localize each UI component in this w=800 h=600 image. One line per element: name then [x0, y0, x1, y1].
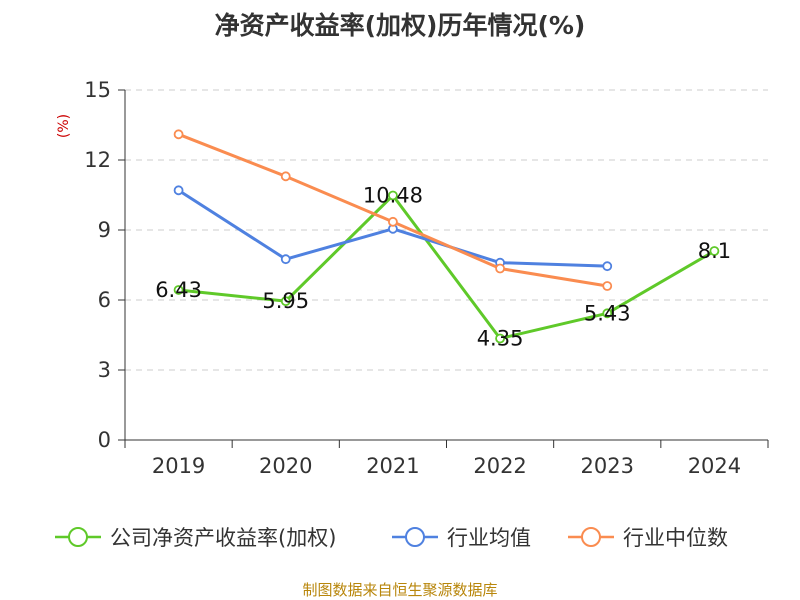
- data-point: [602, 261, 613, 272]
- y-tick-label: 15: [84, 78, 111, 102]
- data-label: 5.43: [584, 301, 631, 325]
- x-tick-label: 2019: [152, 454, 205, 478]
- data-label: 6.43: [155, 278, 202, 302]
- y-tick-label: 3: [98, 358, 111, 382]
- grid-lines: [125, 89, 768, 371]
- data-point: [495, 263, 505, 274]
- data-point: [388, 190, 398, 201]
- data-point: [173, 129, 184, 140]
- data-point: [173, 185, 184, 196]
- y-tick-label: 0: [98, 428, 111, 452]
- legend: 公司净资产收益率(加权) 行业均值 行业中位数: [55, 526, 728, 550]
- y-tick-label: 12: [84, 148, 111, 172]
- x-tick-label: 2021: [366, 454, 419, 478]
- y-tick-label: 6: [98, 288, 111, 312]
- data-point: [388, 216, 398, 227]
- source-note: 制图数据来自恒生聚源数据库: [302, 581, 497, 599]
- legend-label: 行业中位数: [623, 526, 728, 550]
- legend-marker: [581, 527, 601, 547]
- legend-item-2: 行业中位数: [568, 526, 728, 550]
- series-lines: [173, 129, 720, 344]
- chart-title: 净资产收益率(加权)历年情况(%): [215, 11, 586, 40]
- data-point: [602, 281, 613, 291]
- axes: 0 3 6 9 12 15 2019 2020 2021 2022 2023 2024: [84, 78, 769, 478]
- data-label: 5.95: [262, 289, 309, 313]
- series-0: [173, 190, 720, 344]
- x-tick-label: 2020: [259, 454, 312, 478]
- data-point: [602, 308, 613, 319]
- legend-label: 公司净资产收益率(加权): [110, 526, 336, 550]
- data-label: 10.48: [363, 183, 423, 207]
- legend-label: 行业均值: [447, 526, 531, 550]
- data-label: 4.35: [477, 327, 524, 351]
- series-2: [173, 129, 613, 291]
- data-point: [280, 254, 291, 265]
- data-labels: 6.43 5.95 10.48 4.35 5.43 8.1: [155, 183, 731, 350]
- data-point: [709, 246, 720, 256]
- legend-marker: [68, 527, 88, 547]
- data-point: [495, 333, 505, 344]
- legend-item-0: 公司净资产收益率(加权): [55, 526, 336, 550]
- data-label: 8.1: [698, 239, 731, 263]
- x-tick-label: 2024: [688, 454, 741, 478]
- legend-item-1: 行业均值: [392, 526, 531, 550]
- legend-marker: [405, 527, 425, 547]
- y-tick-label: 9: [98, 218, 111, 242]
- data-point: [280, 171, 291, 182]
- series-line: [177, 193, 716, 340]
- data-point: [173, 285, 184, 295]
- y-axis-label: (%): [56, 114, 72, 138]
- data-point: [280, 296, 291, 307]
- x-tick-label: 2022: [473, 454, 526, 478]
- x-tick-label: 2023: [581, 454, 634, 478]
